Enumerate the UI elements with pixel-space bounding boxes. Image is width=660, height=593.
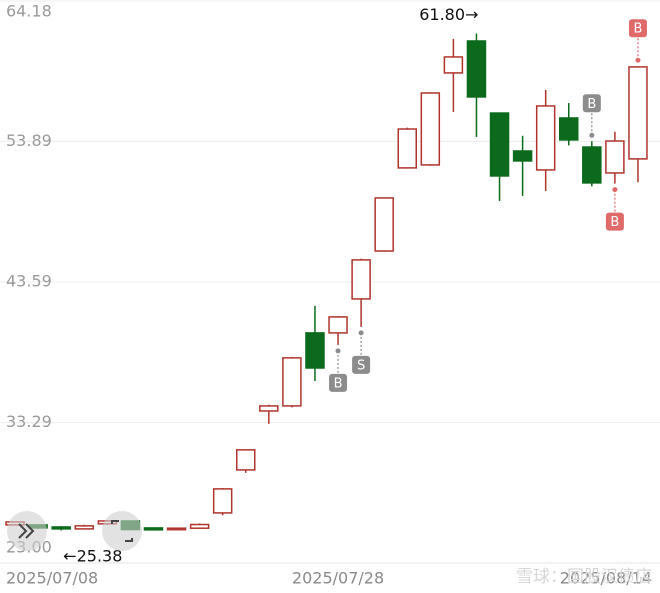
candle-body bbox=[236, 449, 256, 471]
candle-body bbox=[559, 117, 579, 141]
candle-body bbox=[282, 357, 302, 407]
candle-body bbox=[512, 150, 533, 162]
candle-body bbox=[374, 197, 394, 252]
candle-body bbox=[582, 146, 602, 184]
candle-body bbox=[189, 523, 210, 529]
signal-badge bbox=[605, 212, 624, 231]
signal-label: B bbox=[610, 215, 619, 230]
candle-body bbox=[351, 259, 371, 300]
grid bbox=[0, 0, 660, 564]
candle-body bbox=[605, 140, 625, 174]
expand-button[interactable] bbox=[102, 511, 142, 551]
signal-badge bbox=[582, 94, 601, 113]
candle-body bbox=[443, 56, 464, 74]
candle-body bbox=[305, 332, 325, 369]
signal-badge bbox=[329, 373, 348, 392]
candle-body bbox=[535, 105, 556, 171]
signal-label: B bbox=[587, 97, 596, 112]
y-tick-label: 33.29 bbox=[6, 412, 52, 431]
watermark: 雪球：国股汉债店 bbox=[516, 567, 652, 587]
candle-body bbox=[259, 405, 279, 412]
max-annotation: 61.80→ bbox=[419, 5, 478, 24]
labels: 23.0033.2943.5953.8964.182025/07/082025/… bbox=[6, 2, 652, 588]
candle-body bbox=[628, 66, 648, 160]
candle-body bbox=[166, 527, 187, 531]
play-button[interactable] bbox=[7, 511, 47, 551]
x-tick-label: 2025/07/08 bbox=[6, 569, 98, 588]
candle-body bbox=[466, 40, 487, 98]
y-tick-label: 43.59 bbox=[6, 272, 52, 291]
candle-body bbox=[328, 316, 348, 334]
signal-label: B bbox=[334, 376, 343, 391]
signal-label: S bbox=[357, 358, 365, 373]
min-annotation: ←25.38 bbox=[63, 547, 122, 566]
candle-body bbox=[420, 92, 441, 166]
y-tick-label: 64.18 bbox=[6, 2, 52, 21]
candle-body bbox=[51, 526, 71, 530]
candle-body bbox=[143, 527, 164, 531]
signal-badge bbox=[352, 355, 371, 374]
x-tick-label: 2025/07/28 bbox=[292, 569, 384, 588]
candle-body bbox=[212, 488, 233, 514]
candle-body bbox=[74, 525, 94, 530]
signal-label: B bbox=[634, 22, 643, 37]
y-tick-label: 53.89 bbox=[6, 131, 52, 150]
signal-badge bbox=[628, 19, 647, 38]
candle-body bbox=[489, 112, 510, 177]
x-tick-label: 2025/08/14 bbox=[560, 569, 652, 588]
candle-body bbox=[397, 128, 417, 169]
